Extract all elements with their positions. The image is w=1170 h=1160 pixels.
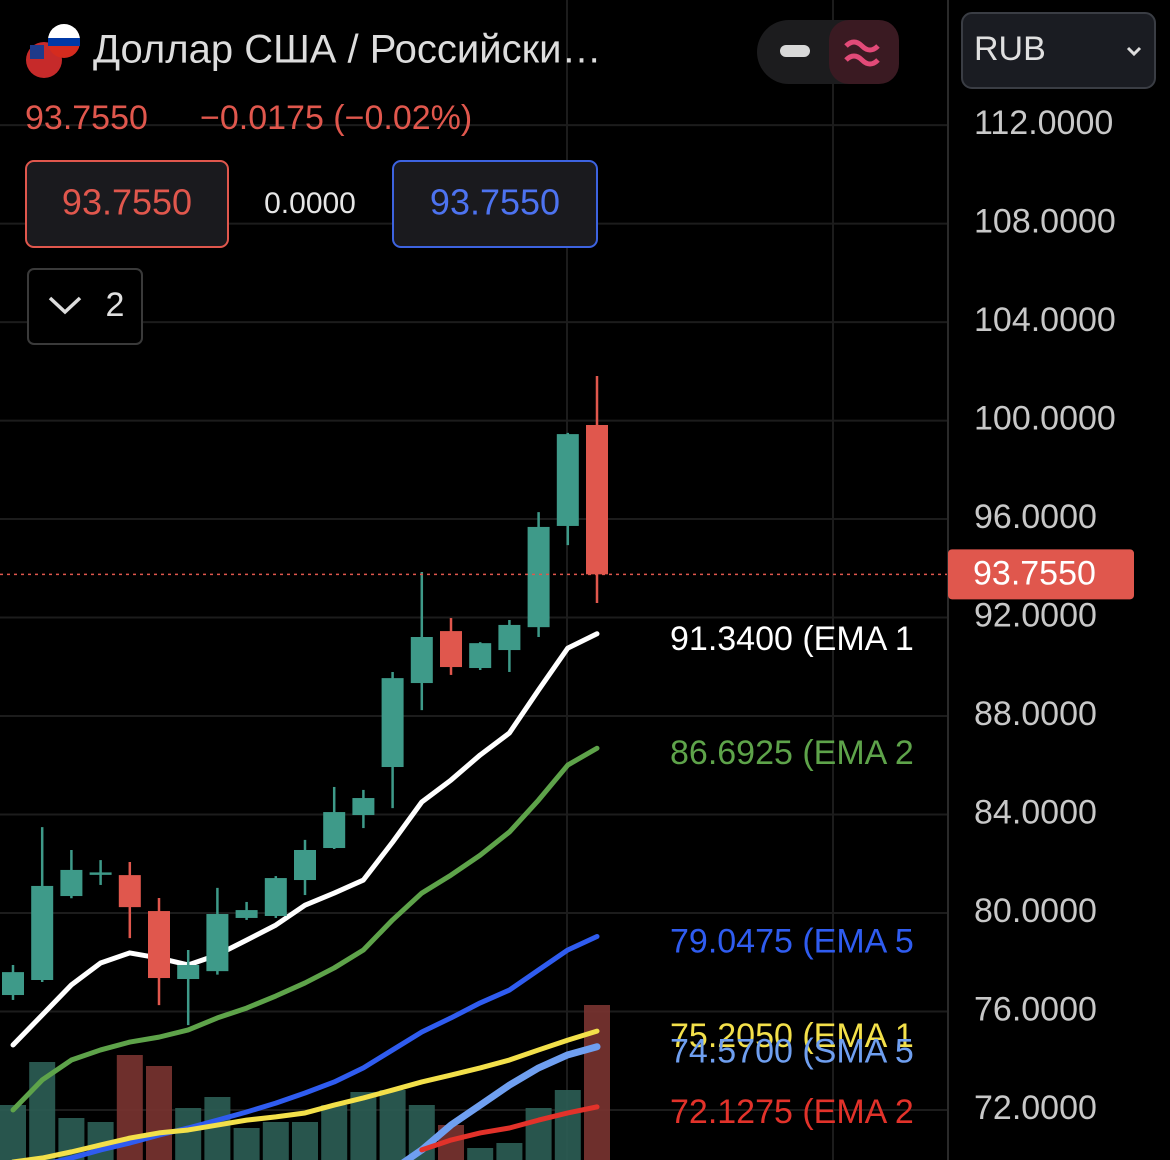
volume-bar <box>146 1066 172 1160</box>
indicator-line <box>11 1028 600 1160</box>
indicator-label: 72.1275 (EMA 2 <box>670 1093 914 1131</box>
candle-body <box>118 875 141 908</box>
candle-body <box>440 631 462 668</box>
volume-bar <box>467 1148 494 1160</box>
volume-bar <box>292 1122 318 1160</box>
sell-button[interactable] <box>25 160 229 248</box>
volume-bar <box>321 1105 348 1160</box>
y-tick-label: 92.0000 <box>974 597 1097 635</box>
candle-body <box>177 964 200 980</box>
chevron-down <box>48 296 82 315</box>
symbol-title: Доллар США / Российски… <box>93 28 601 72</box>
volume-bar <box>584 1005 610 1160</box>
y-tick-label: 80.0000 <box>974 892 1097 930</box>
indicator-label: 79.0475 (EMA 5 <box>670 922 914 960</box>
candle-body <box>60 869 83 897</box>
candle-body <box>89 872 112 875</box>
volume-bar <box>262 1122 289 1160</box>
candle-body <box>527 526 550 628</box>
currency-label: RUB <box>974 30 1046 68</box>
currency-select[interactable] <box>961 12 1156 89</box>
indicator-line <box>52 933 600 1160</box>
volume-bar <box>0 1105 26 1160</box>
candle-body <box>323 812 346 849</box>
candle-body <box>381 678 404 768</box>
y-tick-label: 104.0000 <box>974 301 1116 339</box>
candle-body <box>498 624 521 651</box>
chevron <box>1126 46 1142 57</box>
mode-line[interactable] <box>829 20 899 84</box>
candle-body <box>148 911 170 979</box>
candle-body <box>206 914 229 972</box>
flag-icon <box>26 24 80 78</box>
y-tick-label: 108.0000 <box>974 203 1116 241</box>
candle-body <box>264 878 287 916</box>
indicator-label: 74.5700 (SMA 5 <box>670 1033 914 1071</box>
buy-button[interactable] <box>392 160 598 248</box>
y-tick-label: 72.0000 <box>974 1089 1097 1127</box>
y-tick-label: 84.0000 <box>974 794 1097 832</box>
last-price-tag <box>948 549 1134 600</box>
indicator-label: 75.2050 (EMA 1 <box>670 1017 914 1055</box>
candle-body <box>31 885 54 981</box>
indicator-line <box>10 745 600 1113</box>
candle-body <box>556 434 579 526</box>
candle-body <box>235 910 258 918</box>
indicator-count: 2 <box>106 286 125 324</box>
volume-bar <box>379 1090 406 1160</box>
candle-body <box>410 637 433 684</box>
volume-bar <box>350 1092 377 1160</box>
indicators-toggle[interactable] <box>27 268 143 345</box>
candle-body <box>586 424 608 575</box>
volume-bar <box>496 1143 523 1160</box>
last-price: 93.7550 <box>25 99 148 137</box>
plot: 91.3400 (EMA 1 86.6925 (EMA 2 79.0475 (EMA… <box>0 0 948 1160</box>
y-tick-label: 100.0000 <box>974 400 1116 438</box>
bid-price: 93.7550 <box>62 182 192 223</box>
mode-wave-icon <box>844 39 880 67</box>
candle-body <box>294 849 316 881</box>
last-price-tag-label: 93.7550 <box>973 554 1096 592</box>
indicator-line <box>10 631 600 1048</box>
price-axis: 72.0000 76.0000 80.0000 84.0000 88.0000 92.00… <box>948 104 1134 1127</box>
y-tick-label: 96.0000 <box>974 498 1097 536</box>
ask-price: 93.7550 <box>430 182 560 223</box>
y-tick-label: 112.0000 <box>974 104 1113 142</box>
candle-body <box>352 798 375 816</box>
y-tick-label: 76.0000 <box>974 991 1097 1029</box>
mode-bar-icon <box>780 45 810 57</box>
indicator-label: 86.6925 (EMA 2 <box>670 734 914 772</box>
candle-body <box>2 972 24 996</box>
candle-body <box>469 643 492 669</box>
volume-bar <box>175 1108 202 1160</box>
y-tick-label: 88.0000 <box>974 695 1097 733</box>
volume-bar <box>233 1128 260 1160</box>
indicator-label: 91.3400 (EMA 1 <box>670 620 914 658</box>
price-change: −0.0175 (−0.02%) <box>200 99 472 137</box>
spread: 0.0000 <box>264 187 356 220</box>
volume-bar <box>554 1090 581 1160</box>
indicator-line <box>419 1104 600 1153</box>
